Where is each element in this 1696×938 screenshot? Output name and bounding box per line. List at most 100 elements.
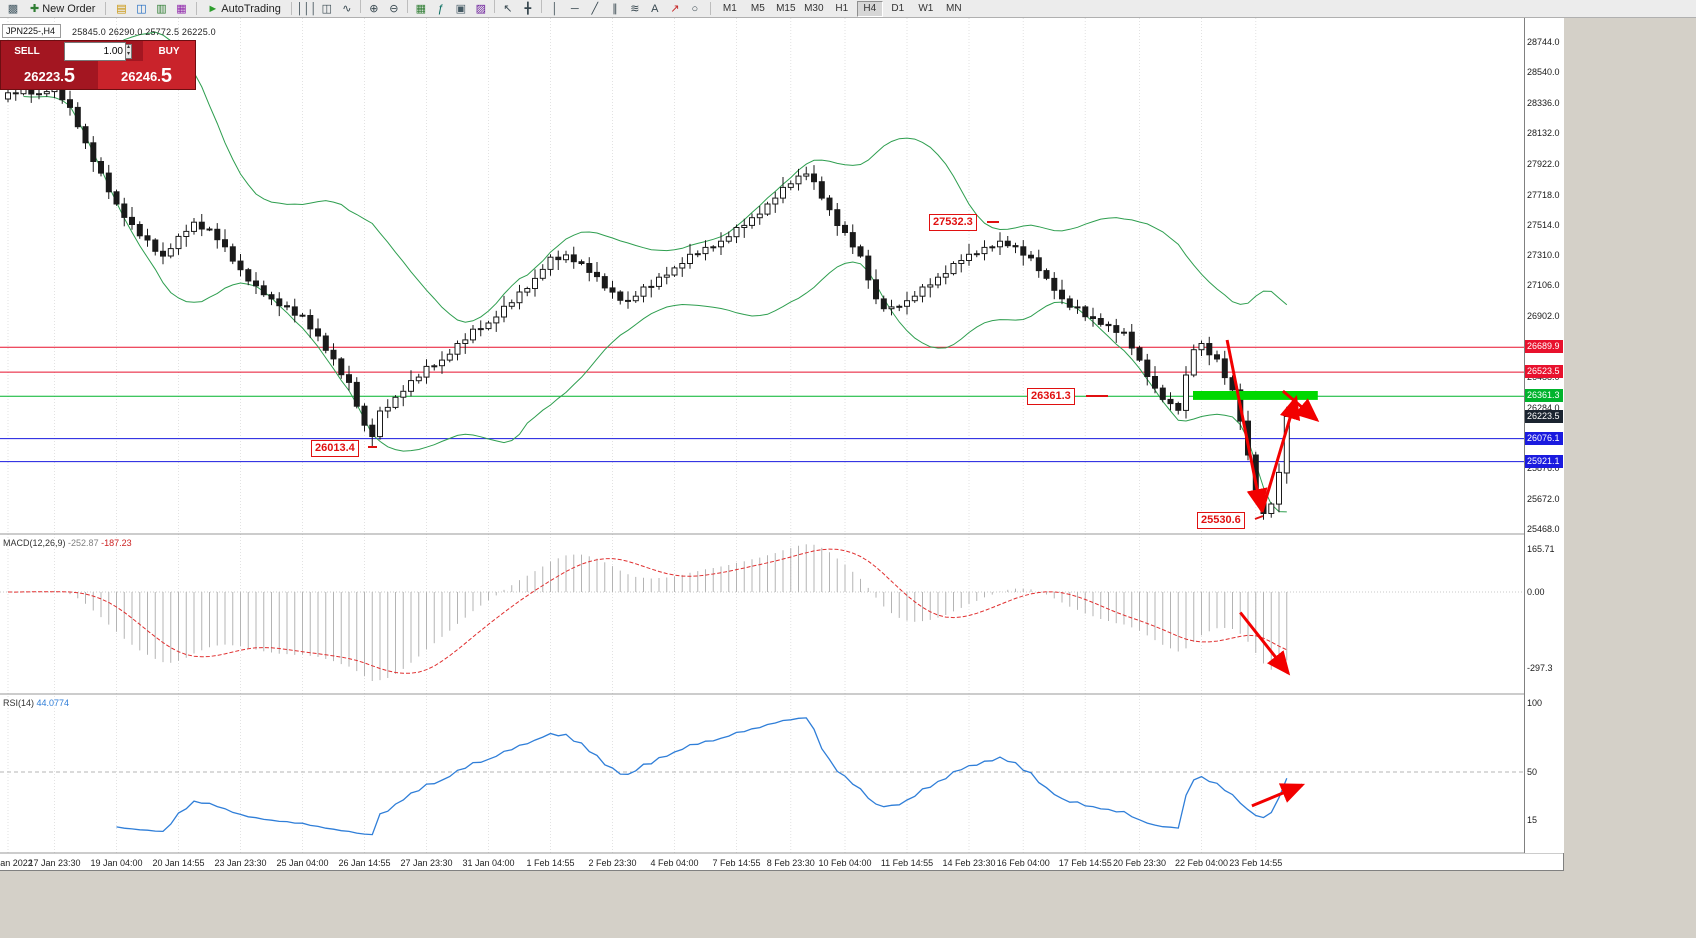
price-axis[interactable]: 28744.0 28540.0 28336.0 28132.0 27922.0 27718…: [1524, 18, 1564, 853]
time-axis-label: 31 Jan 04:00: [462, 858, 515, 868]
timeframe-m5[interactable]: M5: [750, 2, 765, 14]
sell-price: 26223.: [24, 69, 64, 84]
current-price-label: 26223.5: [1525, 409, 1563, 423]
fibonacci-icon[interactable]: ≋: [630, 3, 640, 15]
time-axis-label: 27 Jan 23:30: [400, 858, 453, 868]
macd-label: MACD(12,26,9) -252.87 -187.23: [3, 538, 132, 548]
chart-bars-icon[interactable]: │││: [296, 2, 318, 15]
toolbar-separator: [196, 2, 198, 15]
toolbar-separator: [406, 0, 408, 13]
time-axis-label: 2 Feb 23:30: [588, 858, 637, 868]
trendline-icon[interactable]: ╱: [591, 3, 599, 15]
price-axis-label: 27106.0: [1527, 280, 1560, 291]
toolbar-separator: [105, 2, 107, 15]
time-axis-label: 22 Feb 04:00: [1174, 858, 1229, 868]
price-axis-label: 27514.0: [1527, 219, 1560, 230]
new-chart-icon[interactable]: ▩: [7, 3, 19, 15]
macd-value: -252.87: [68, 538, 99, 548]
volume-control: ▴ ▾: [53, 41, 143, 62]
chart-canvas[interactable]: [0, 18, 1563, 870]
timeframe-h1[interactable]: H1: [835, 2, 849, 14]
timeframe-h4[interactable]: H4: [856, 0, 883, 17]
periods-icon[interactable]: ▣: [455, 3, 467, 15]
sell-price-button[interactable]: 26223. 5: [1, 61, 98, 89]
timeframe-m1[interactable]: M1: [722, 2, 737, 14]
time-axis-label: 26 Jan 14:55: [338, 858, 391, 868]
toolbar-separator: [709, 2, 711, 15]
price-annotation[interactable]: 26361.3: [1027, 388, 1075, 405]
price-annotation[interactable]: 25530.6: [1197, 512, 1245, 529]
time-axis-label: 8 Feb 23:30: [766, 858, 815, 868]
text-icon[interactable]: A: [651, 2, 659, 15]
macd-axis-label: 165.71: [1527, 544, 1555, 555]
price-annotation[interactable]: 27532.3: [929, 214, 977, 231]
macd-axis-label: -297.3: [1527, 663, 1553, 674]
grid-icon[interactable]: ▦: [415, 3, 427, 15]
buy-price-button[interactable]: 26246. 5: [98, 61, 195, 89]
price-axis-label: 25672.0: [1527, 493, 1560, 504]
chart-window[interactable]: JPN225-,H4 25845.0 26290.0 25772.5 26225…: [0, 18, 1564, 871]
price-axis-label: 27718.0: [1527, 189, 1560, 200]
timeframe-d1[interactable]: D1: [891, 2, 905, 14]
time-axis-label: 20 Feb 23:30: [1112, 858, 1167, 868]
zoom-in-icon[interactable]: ⊕: [369, 3, 379, 15]
terminal-icon[interactable]: ▦: [176, 3, 187, 15]
timeframe-mn[interactable]: MN: [946, 2, 962, 14]
time-axis-label: 23 Feb 14:55: [1229, 858, 1283, 868]
rsi-axis-label: 50: [1527, 767, 1538, 777]
workspace-background: [0, 871, 1564, 938]
volume-up-icon[interactable]: ▴: [126, 44, 130, 51]
templates-icon[interactable]: ▨: [475, 3, 487, 15]
volume-stepper[interactable]: ▴ ▾: [125, 43, 132, 59]
crosshair-icon[interactable]: ╋: [524, 3, 532, 15]
rsi-label: RSI(14) 44.0774: [3, 698, 70, 708]
chart-line-icon[interactable]: ∿: [342, 3, 352, 15]
chart-candles-icon[interactable]: ◫: [321, 3, 333, 15]
buy-button[interactable]: BUY: [143, 41, 195, 62]
chart-tab[interactable]: JPN225-,H4: [2, 24, 62, 38]
new-order-button[interactable]: ✚ New Order: [25, 1, 100, 17]
time-axis-label: 23 Jan 23:30: [214, 858, 267, 868]
horizontal-line-icon[interactable]: ─: [570, 2, 579, 15]
new-order-plus-icon: ✚: [30, 3, 40, 15]
toolbar-separator: [290, 2, 292, 15]
one-click-trading-panel: SELL ▴ ▾ BUY 26223. 5 26246. 5: [0, 40, 196, 90]
time-axis-label: 4 Feb 04:00: [650, 858, 699, 868]
price-axis-label: 26284.0: [1527, 402, 1560, 413]
level-price-label: 26361.3: [1525, 389, 1563, 403]
market-watch-icon[interactable]: ▤: [116, 3, 127, 15]
price-axis-label: 28132.0: [1527, 127, 1560, 138]
time-axis-label: 14 Feb 23:30: [942, 858, 996, 868]
time-axis-label: 17 Jan 23:30: [28, 858, 81, 868]
channel-icon[interactable]: ∥: [612, 3, 618, 15]
rsi-value: 44.0774: [36, 698, 70, 708]
time-axis-label: 19 Jan 04:00: [90, 858, 143, 868]
time-axis-label: 17 Feb 14:55: [1058, 858, 1112, 868]
vertical-line-icon[interactable]: │: [551, 2, 559, 15]
macd-axis-label: 0.00: [1527, 587, 1545, 597]
sell-button[interactable]: SELL: [1, 41, 53, 62]
ohlc-readout: 25845.0 26290.0 25772.5 26225.0: [72, 27, 216, 37]
timeframe-m15[interactable]: M15: [776, 2, 796, 14]
cursor-icon[interactable]: ↖: [503, 3, 513, 15]
arrows-icon[interactable]: ↗: [670, 3, 680, 15]
autotrading-button[interactable]: ► AutoTrading: [202, 1, 285, 17]
timeframe-m30[interactable]: M30: [804, 2, 824, 14]
timeframe-w1[interactable]: W1: [918, 2, 934, 14]
buy-price-fraction: 5: [160, 65, 172, 87]
toolbar-separator: [540, 0, 542, 13]
shapes-icon[interactable]: ○: [691, 2, 699, 15]
volume-down-icon[interactable]: ▾: [126, 51, 130, 58]
time-axis-label: 10 Feb 04:00: [818, 858, 872, 868]
volume-input[interactable]: [63, 41, 126, 61]
navigator-icon[interactable]: ▥: [156, 3, 167, 15]
level-price-label: 26523.5: [1525, 365, 1563, 379]
price-annotation[interactable]: 26013.4: [311, 440, 359, 457]
zoom-out-icon[interactable]: ⊖: [389, 3, 399, 15]
price-axis-label: 27922.0: [1527, 159, 1560, 170]
level-price-label: 25921.1: [1525, 454, 1563, 468]
data-window-icon[interactable]: ◫: [136, 3, 147, 15]
indicators-icon[interactable]: ƒ: [437, 2, 444, 15]
